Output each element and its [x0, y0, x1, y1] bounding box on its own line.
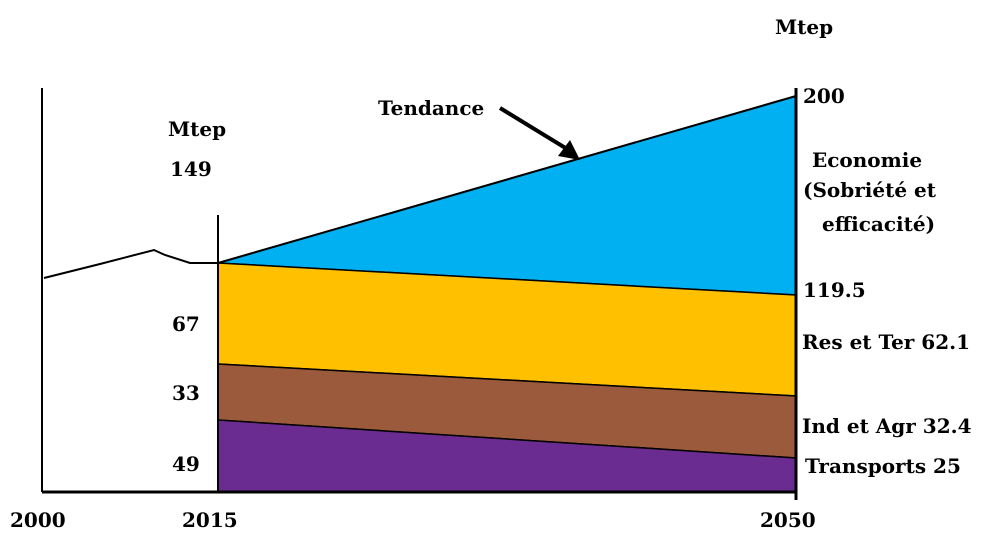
x-tick-2000: 2000 [10, 508, 66, 532]
x-tick-2050: 2050 [760, 508, 816, 532]
value-2015-transports: 49 [172, 452, 200, 476]
series-label-ind-agr: Ind et Agr 32.4 [802, 414, 972, 438]
economy-area [217, 95, 797, 296]
series-label-res-ter: Res et Ter 62.1 [802, 330, 970, 354]
trend-label: Tendance [378, 96, 484, 120]
value-2015-res-ter: 67 [172, 312, 200, 336]
economy-label-line3: efficacité) [822, 212, 935, 236]
history-line [43, 248, 218, 279]
x-tick-2015: 2015 [182, 508, 238, 532]
value-2050-trend: 200 [803, 84, 845, 108]
value-2015-ind-agr: 33 [172, 381, 200, 405]
unit-label-2015: Mtep [168, 117, 226, 141]
trend-line [217, 95, 797, 264]
unit-label-2050: Mtep [775, 15, 833, 39]
trend-arrow [498, 106, 574, 154]
economy-label-line2: (Sobriété et [803, 178, 937, 202]
trend-arrowhead [558, 140, 580, 160]
value-2015-total: 149 [170, 157, 212, 181]
value-2050-total: 119.5 [803, 278, 866, 302]
series-label-transports: Transports 25 [805, 454, 961, 478]
economy-label-line1: Economie [812, 148, 922, 172]
